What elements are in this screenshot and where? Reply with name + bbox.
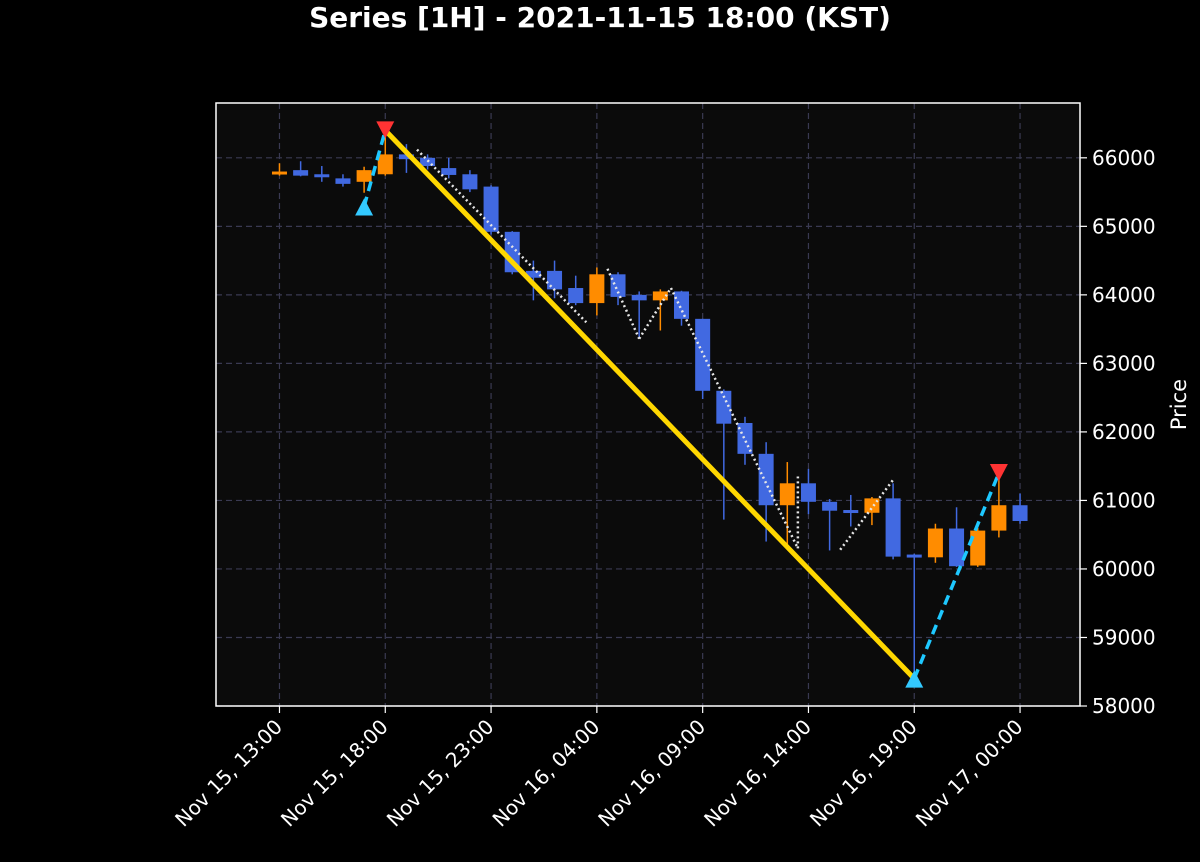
plot-frame (215, 102, 1081, 707)
candle-body (885, 498, 901, 557)
y-tick-label: 61000 (1092, 488, 1156, 512)
dotted-trend-line (416, 148, 588, 324)
candle-body (271, 171, 287, 175)
y-tick-label: 65000 (1092, 214, 1156, 238)
x-tick-label: Nov 15, 23:00 (382, 715, 499, 832)
candle-body (356, 170, 372, 182)
candle-body (949, 528, 965, 567)
candle-body (970, 530, 986, 566)
candle-body (547, 270, 563, 290)
candle-body (779, 483, 795, 506)
y-tick-label: 60000 (1092, 557, 1156, 581)
y-tick-label: 62000 (1092, 420, 1156, 444)
candle-body (377, 154, 393, 175)
candle-body (927, 528, 943, 558)
overlay-lines (362, 127, 1001, 682)
candle-body (568, 288, 584, 304)
candle-body (398, 154, 414, 160)
y-tick-label: 64000 (1092, 283, 1156, 307)
x-tick-label: Nov 16, 14:00 (699, 715, 816, 832)
candle-body (674, 291, 690, 319)
low-marker (355, 198, 374, 216)
candle-body (293, 170, 309, 176)
candle-body (504, 231, 520, 273)
candle-body (758, 453, 774, 506)
grid (216, 103, 1080, 707)
y-tick-label: 59000 (1092, 625, 1156, 649)
dotted-trend-line (669, 287, 800, 549)
low-marker (905, 670, 924, 688)
candle-body (462, 174, 478, 190)
candle-body (631, 294, 647, 301)
y-axis-label: Price (1167, 379, 1191, 430)
main-trend-line (382, 127, 917, 682)
y-tick-label: 58000 (1092, 694, 1156, 718)
candle-body (843, 510, 859, 514)
candle-body (525, 270, 541, 278)
candle-body (822, 501, 838, 511)
candle-body (800, 483, 816, 502)
x-tick-label: Nov 15, 13:00 (170, 715, 287, 832)
candle-body (610, 274, 626, 297)
candle-body (906, 554, 922, 558)
candle-body (695, 318, 711, 391)
candle-body (441, 168, 457, 175)
x-tick-label: Nov 16, 04:00 (488, 715, 605, 832)
candle-body (483, 186, 499, 232)
candle-body (652, 291, 668, 301)
y-tick-label: 66000 (1092, 146, 1156, 170)
candle-body (991, 505, 1007, 531)
x-tick-label: Nov 17, 00:00 (911, 715, 1028, 832)
x-tick-label: Nov 16, 09:00 (593, 715, 710, 832)
candle-body (314, 174, 330, 178)
markers (355, 121, 1008, 688)
x-tick-label: Nov 16, 19:00 (805, 715, 922, 832)
dashed-trend-line (362, 129, 387, 207)
candle-body (1012, 505, 1028, 521)
candle-body (335, 178, 351, 184)
candle-body (864, 498, 880, 513)
high-marker (989, 464, 1008, 482)
y-tick-label: 63000 (1092, 351, 1156, 375)
high-marker (376, 121, 395, 139)
candle-body (589, 274, 605, 304)
chart-title: Series [1H] - 2021-11-15 18:00 (KST) (309, 1, 891, 34)
candle-body (716, 390, 732, 424)
x-tick-label: Nov 15, 18:00 (276, 715, 393, 832)
dashed-trend-line (912, 472, 1001, 680)
candles (271, 130, 1028, 679)
